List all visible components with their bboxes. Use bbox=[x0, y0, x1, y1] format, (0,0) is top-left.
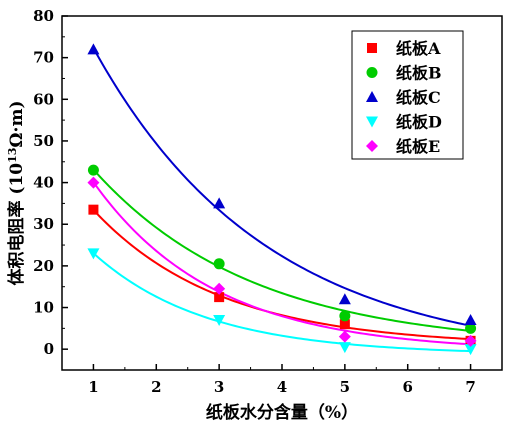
x-axis: 1 2 3 4 5 6 7 bbox=[88, 364, 476, 396]
x-tick-label: 1 bbox=[88, 378, 98, 396]
y-tick-label: 10 bbox=[33, 299, 54, 317]
data-point-5-1 bbox=[87, 176, 100, 189]
data-point-2-2 bbox=[213, 258, 225, 270]
data-point-3-4 bbox=[464, 314, 477, 326]
y-tick-label: 40 bbox=[33, 174, 54, 192]
data-point-1-1 bbox=[88, 204, 99, 215]
fit-curve-2 bbox=[92, 168, 471, 332]
legend-label-1: 纸板A bbox=[396, 39, 441, 58]
y-tick-label: 30 bbox=[33, 215, 54, 233]
y-tick-label: 20 bbox=[33, 257, 54, 275]
data-point-4-3 bbox=[338, 342, 351, 354]
y-tick-label: 60 bbox=[33, 90, 54, 108]
data-point-5-3 bbox=[338, 330, 351, 343]
fit-curve-3 bbox=[92, 47, 471, 327]
data-point-1-3 bbox=[339, 319, 350, 330]
x-tick-label: 6 bbox=[402, 378, 412, 396]
legend-marker-5 bbox=[366, 140, 378, 152]
data-point-3-1 bbox=[87, 43, 100, 55]
y-axis-title-suffix: Ω·m) bbox=[7, 100, 27, 147]
data-point-5-4 bbox=[464, 334, 477, 347]
fit-curve-4 bbox=[92, 252, 471, 353]
y-axis-title-prefix: 体积电阻率 (10 bbox=[6, 163, 27, 286]
data-point-2-4 bbox=[465, 322, 477, 334]
legend-label-5: 纸板E bbox=[396, 137, 440, 156]
data-point-5-2 bbox=[213, 282, 226, 295]
data-markers bbox=[87, 43, 477, 356]
y-tick-label: 50 bbox=[33, 132, 54, 150]
y-tick-label: 70 bbox=[33, 49, 54, 67]
fit-curve-1 bbox=[92, 209, 471, 341]
x-tick-label: 5 bbox=[340, 378, 350, 396]
legend-label-4: 纸板D bbox=[396, 113, 442, 132]
legend: 纸板A 纸板B 纸板C 纸板D 纸板E bbox=[351, 30, 464, 160]
fitted-curves bbox=[92, 47, 471, 353]
data-point-3-2 bbox=[213, 197, 226, 209]
data-point-1-2 bbox=[214, 292, 225, 303]
legend-marker-4 bbox=[366, 116, 378, 128]
y-tick-label: 80 bbox=[33, 7, 54, 25]
data-point-4-4 bbox=[464, 344, 477, 356]
x-axis-title: 纸板水分含量（%） bbox=[206, 402, 358, 423]
legend-label-2: 纸板B bbox=[396, 64, 442, 83]
y-axis-title: 体积电阻率 (1013Ω·m) bbox=[6, 100, 28, 285]
fit-curve-5 bbox=[92, 181, 471, 346]
x-tick-label: 2 bbox=[151, 378, 161, 396]
data-point-4-1 bbox=[87, 248, 100, 260]
y-axis: 0 10 20 30 40 50 60 70 80 bbox=[33, 7, 68, 358]
data-point-4-2 bbox=[213, 315, 226, 327]
legend-marker-3 bbox=[366, 91, 378, 102]
data-point-2-1 bbox=[87, 164, 99, 176]
x-tick-label: 4 bbox=[277, 378, 287, 396]
legend-marker-1 bbox=[367, 43, 377, 53]
legend-marker-2 bbox=[366, 67, 378, 78]
y-axis-title-exponent: 13 bbox=[6, 148, 19, 163]
y-tick-label: 0 bbox=[44, 340, 54, 358]
data-point-3-3 bbox=[338, 293, 351, 305]
x-tick-label: 7 bbox=[465, 378, 475, 396]
legend-label-3: 纸板C bbox=[396, 88, 441, 107]
data-point-2-3 bbox=[339, 310, 351, 322]
x-tick-label: 3 bbox=[214, 378, 224, 396]
